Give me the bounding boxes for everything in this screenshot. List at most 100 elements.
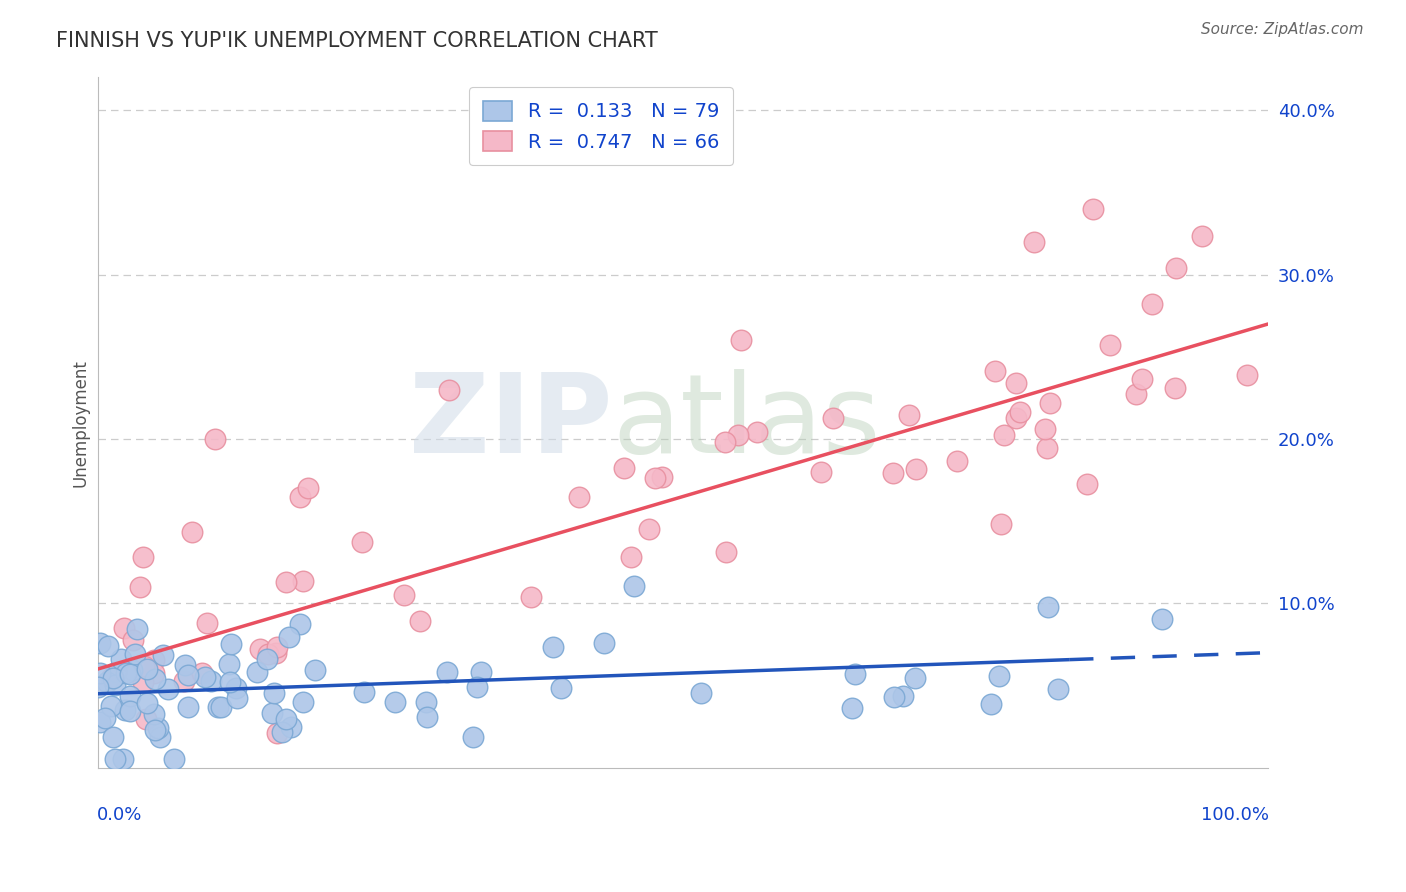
Point xyxy=(120,667,142,681)
Point xyxy=(276,712,298,726)
Point xyxy=(135,697,157,711)
Point xyxy=(128,580,150,594)
Point xyxy=(209,699,232,714)
Point xyxy=(114,703,136,717)
Point xyxy=(1142,296,1164,310)
Point xyxy=(1191,228,1213,243)
Point xyxy=(1076,476,1098,491)
Point xyxy=(104,752,127,766)
Point xyxy=(143,666,166,681)
Point xyxy=(1081,202,1104,216)
Point xyxy=(1046,681,1069,696)
Point xyxy=(143,653,166,667)
Point xyxy=(122,633,145,648)
Point xyxy=(280,720,302,734)
Y-axis label: Unemployment: Unemployment xyxy=(72,359,89,486)
Point xyxy=(100,671,122,685)
Point xyxy=(195,615,218,630)
Text: Source: ZipAtlas.com: Source: ZipAtlas.com xyxy=(1201,22,1364,37)
Point xyxy=(384,695,406,709)
Point xyxy=(623,579,645,593)
Point xyxy=(124,648,146,662)
Point xyxy=(104,678,127,692)
Point xyxy=(988,669,1011,683)
Point xyxy=(103,671,125,685)
Point xyxy=(1125,387,1147,401)
Point xyxy=(163,752,186,766)
Point xyxy=(651,470,673,484)
Point xyxy=(218,657,240,672)
Point xyxy=(1005,411,1028,425)
Point xyxy=(392,588,415,602)
Point xyxy=(89,636,111,650)
Point xyxy=(409,615,432,629)
Point xyxy=(148,730,170,744)
Point xyxy=(415,695,437,709)
Point xyxy=(152,648,174,662)
Text: FINNISH VS YUP'IK UNEMPLOYMENT CORRELATION CHART: FINNISH VS YUP'IK UNEMPLOYMENT CORRELATI… xyxy=(56,31,658,51)
Point xyxy=(905,461,928,475)
Point xyxy=(1008,405,1031,419)
Point xyxy=(292,574,315,589)
Point xyxy=(136,662,159,676)
Point xyxy=(1098,337,1121,351)
Point xyxy=(105,665,128,680)
Point xyxy=(97,639,120,653)
Point xyxy=(620,550,643,565)
Point xyxy=(132,549,155,564)
Point xyxy=(266,640,288,654)
Point xyxy=(1130,371,1153,385)
Point xyxy=(96,674,118,689)
Point xyxy=(1166,260,1188,275)
Point xyxy=(246,665,269,680)
Point xyxy=(541,640,564,655)
Point xyxy=(592,636,614,650)
Point xyxy=(100,698,122,713)
Point xyxy=(191,665,214,680)
Point xyxy=(173,673,195,688)
Point xyxy=(204,432,226,446)
Point xyxy=(266,646,288,660)
Point xyxy=(156,682,179,697)
Point xyxy=(714,544,737,558)
Point xyxy=(821,410,844,425)
Point xyxy=(470,665,492,680)
Point xyxy=(145,673,167,687)
Point xyxy=(1163,381,1185,395)
Point xyxy=(841,701,863,715)
Point xyxy=(568,490,591,504)
Point xyxy=(353,685,375,699)
Point xyxy=(249,642,271,657)
Point xyxy=(263,686,285,700)
Point xyxy=(132,675,155,690)
Point xyxy=(1036,599,1059,614)
Point xyxy=(352,535,374,549)
Point xyxy=(127,623,149,637)
Point xyxy=(276,575,298,590)
Legend: R =  0.133   N = 79, R =  0.747   N = 66: R = 0.133 N = 79, R = 0.747 N = 66 xyxy=(470,87,733,165)
Point xyxy=(256,652,278,666)
Point xyxy=(644,471,666,485)
Point xyxy=(730,334,752,348)
Point xyxy=(177,667,200,681)
Point xyxy=(94,711,117,725)
Point xyxy=(200,673,222,688)
Point xyxy=(111,752,134,766)
Point xyxy=(89,714,111,729)
Point xyxy=(415,710,437,724)
Point xyxy=(1033,422,1056,436)
Point xyxy=(891,690,914,704)
Point xyxy=(89,665,111,680)
Point xyxy=(844,666,866,681)
Point xyxy=(465,681,488,695)
Point xyxy=(297,481,319,495)
Point xyxy=(266,725,288,739)
Point xyxy=(304,663,326,677)
Point xyxy=(277,630,299,644)
Point xyxy=(713,435,735,450)
Point xyxy=(219,674,242,689)
Point xyxy=(177,700,200,714)
Point xyxy=(984,364,1007,378)
Point xyxy=(883,690,905,705)
Point xyxy=(120,704,142,718)
